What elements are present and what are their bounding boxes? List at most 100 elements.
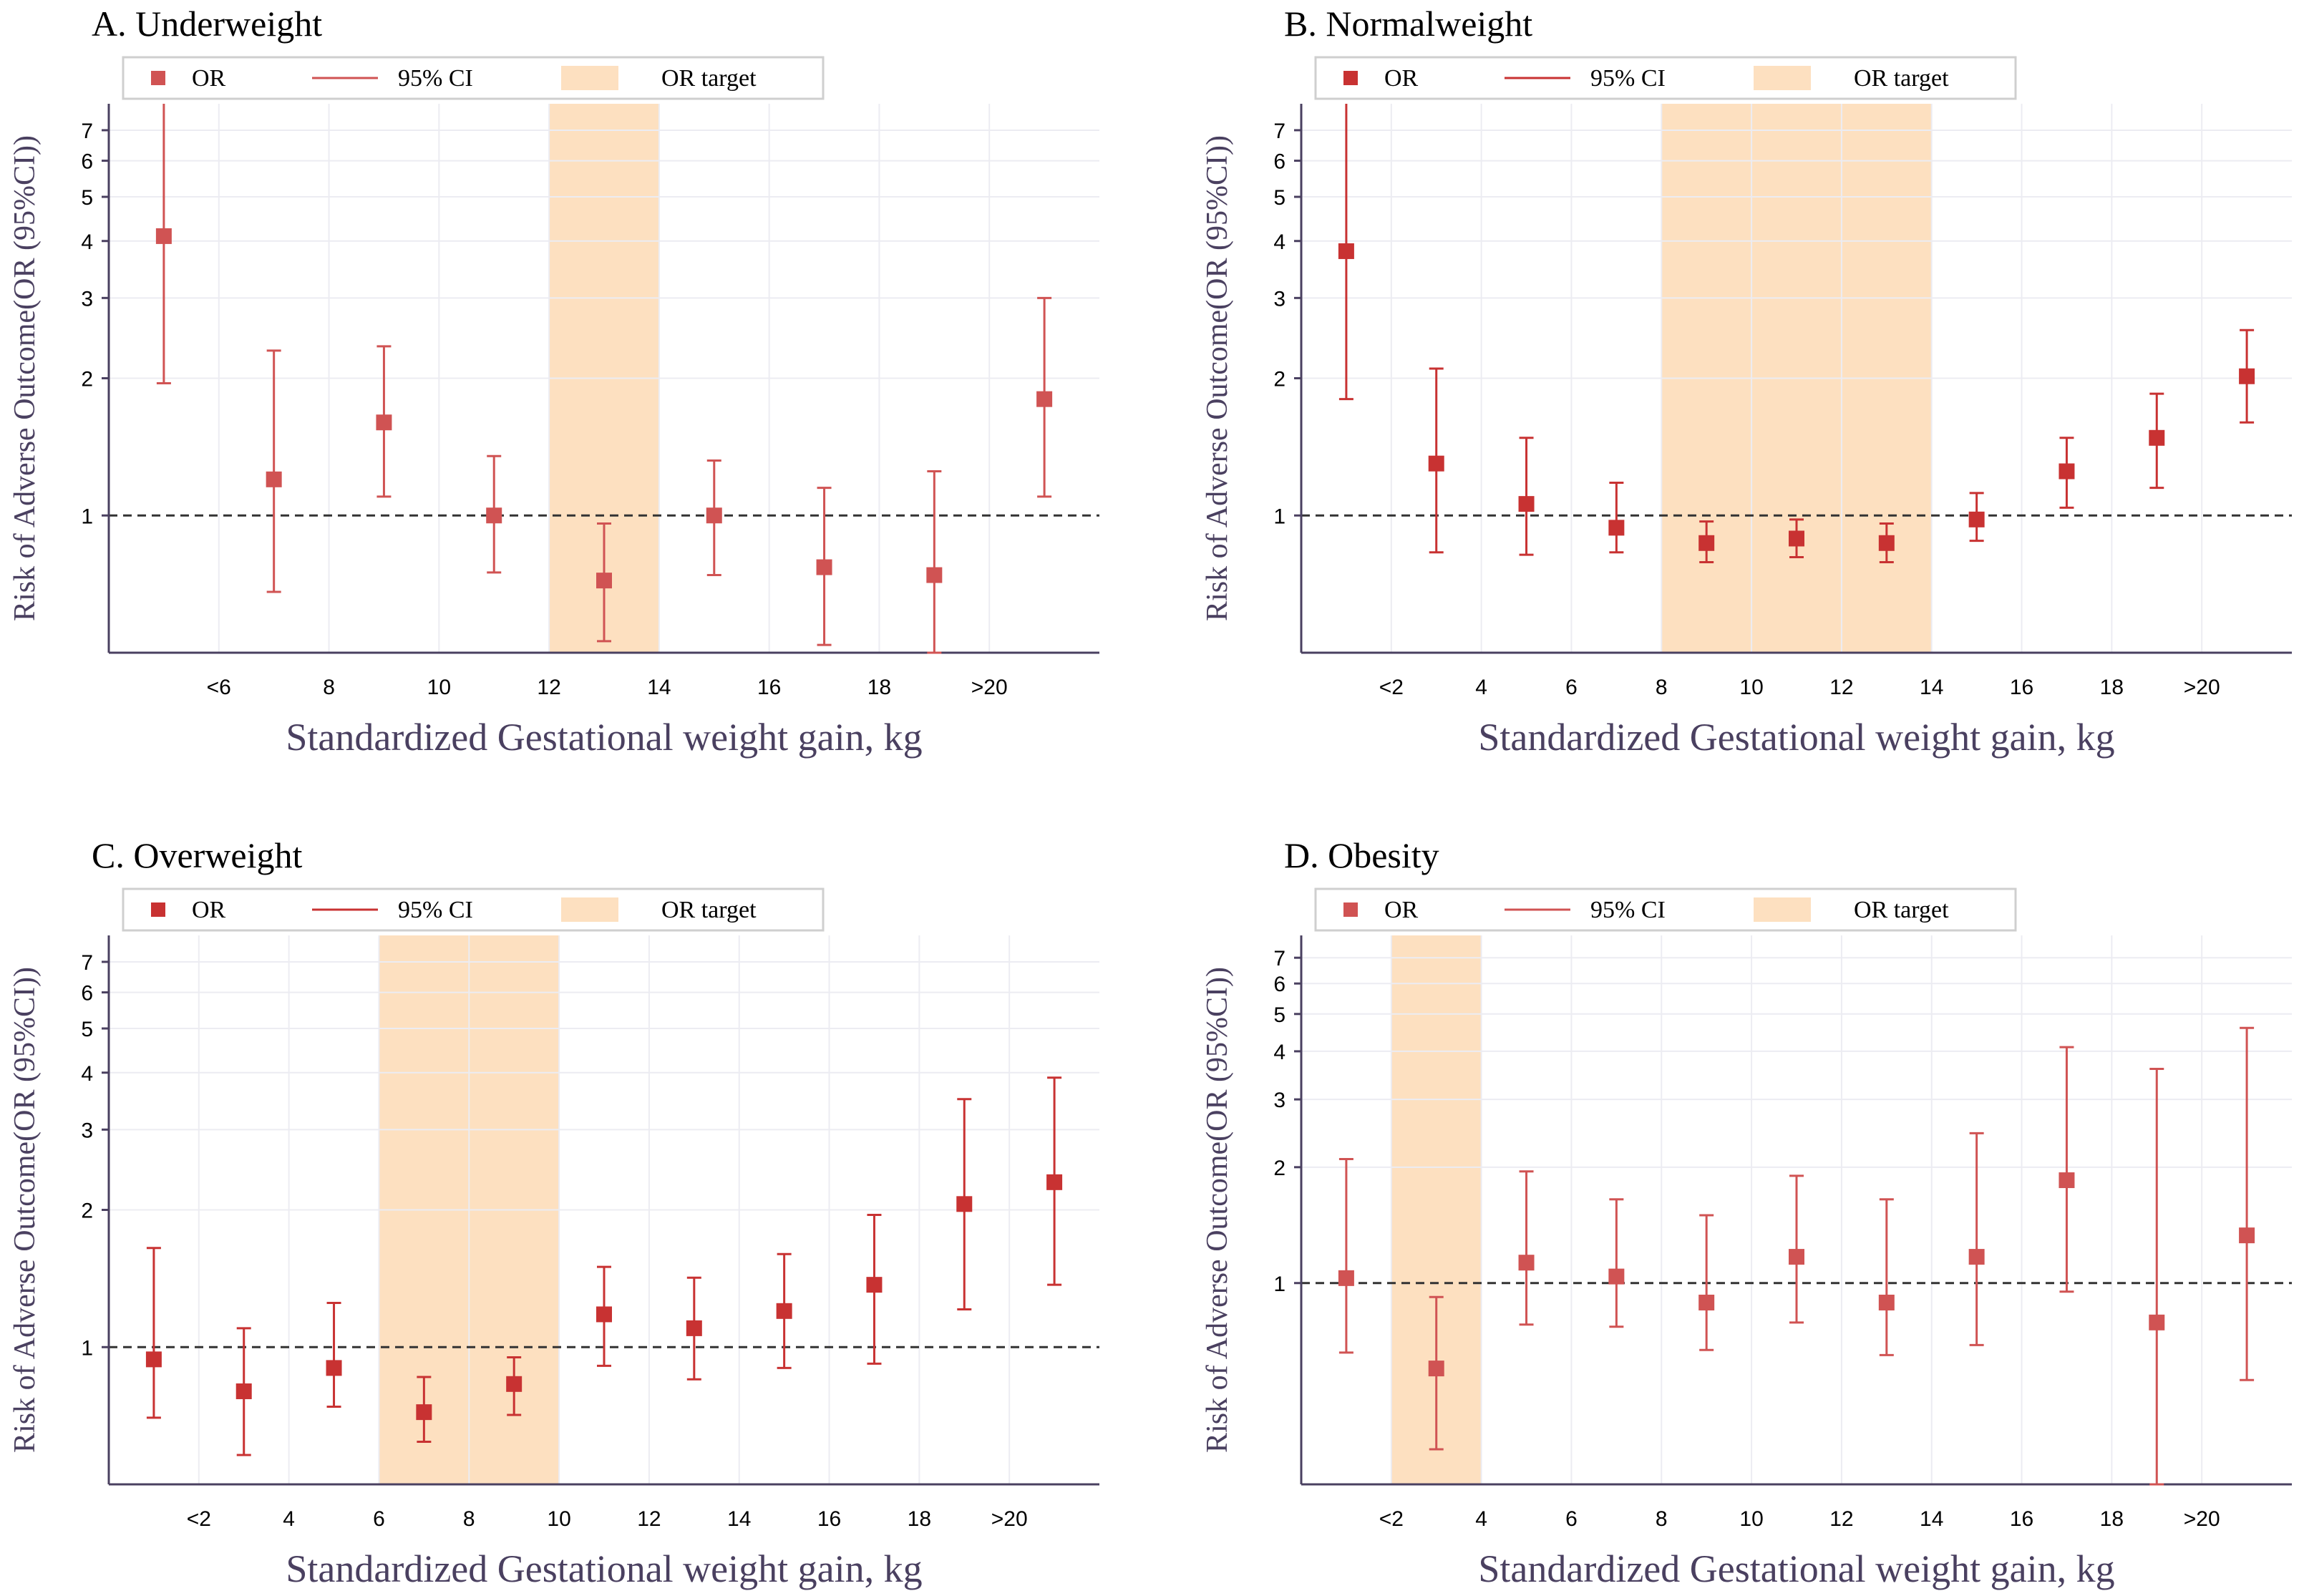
or-marker <box>2239 368 2255 384</box>
x-tick-label: 4 <box>1475 1507 1487 1531</box>
x-tick-label: 18 <box>2100 1507 2124 1531</box>
or-marker <box>1608 1268 1625 1285</box>
x-tick-label: 18 <box>908 1507 931 1531</box>
y-tick-label: 1 <box>81 1336 93 1360</box>
x-tick-label: >20 <box>991 1507 1028 1531</box>
legend-or-label: OR <box>1384 65 1419 92</box>
or-marker <box>1789 1249 1804 1265</box>
legend-target-swatch <box>561 897 618 922</box>
or-marker <box>1789 530 1804 547</box>
y-tick-label: 4 <box>1273 1041 1285 1064</box>
panel-title: A. Underweight <box>92 4 322 44</box>
x-tick-label: 14 <box>647 676 671 699</box>
legend-target-swatch <box>561 66 618 90</box>
legend-ci-label: 95% CI <box>1590 65 1666 92</box>
or-marker <box>1698 535 1715 551</box>
or-marker <box>1878 1294 1895 1310</box>
legend-ci-label: 95% CI <box>1590 897 1666 923</box>
or-marker <box>2059 1172 2075 1189</box>
or-marker <box>816 559 832 575</box>
legend-target-swatch <box>1754 66 1811 90</box>
y-tick-label: 4 <box>81 230 93 254</box>
or-marker <box>926 567 943 583</box>
x-tick-label: <2 <box>187 1507 211 1531</box>
x-tick-label: 10 <box>1739 676 1763 699</box>
x-tick-label: 18 <box>867 676 891 699</box>
or-marker <box>2149 429 2165 446</box>
or-marker <box>326 1360 342 1376</box>
legend: OR 95% CI OR target <box>122 887 825 932</box>
or-marker <box>1338 243 1354 259</box>
x-tick-label: >20 <box>2184 676 2220 699</box>
y-axis-title: Risk of Adverse Outcome(OR (95%CI)) <box>9 135 42 621</box>
y-tick-label: 5 <box>1273 186 1285 210</box>
or-marker <box>1968 511 1985 527</box>
x-tick-label: 12 <box>1829 1507 1853 1531</box>
or-marker <box>776 1303 792 1319</box>
x-tick-label: 10 <box>427 676 451 699</box>
y-tick-label: 3 <box>1273 1089 1285 1112</box>
legend-ci-label: 95% CI <box>398 65 473 92</box>
legend-target-swatch <box>1754 897 1811 922</box>
panel-title: C. Overweight <box>92 835 302 875</box>
or-marker <box>486 507 502 524</box>
y-tick-label: 6 <box>1273 973 1285 996</box>
y-tick-label: 2 <box>1273 1157 1285 1180</box>
legend-or-swatch <box>1343 902 1358 917</box>
or-marker <box>1608 520 1625 536</box>
y-tick-label: 7 <box>81 951 93 975</box>
legend-or-label: OR <box>192 897 226 923</box>
legend-target-label: OR target <box>661 65 757 92</box>
or-marker <box>2149 1314 2165 1330</box>
y-axis-title: Risk of Adverse Outcome(OR (95%CI)) <box>1201 135 1234 621</box>
x-tick-label: 12 <box>537 676 560 699</box>
x-tick-label: <2 <box>1379 676 1404 699</box>
x-tick-label: <6 <box>207 676 231 699</box>
y-tick-label: 7 <box>81 120 93 143</box>
y-tick-label: 2 <box>81 368 93 391</box>
x-tick-label: 16 <box>817 1507 841 1531</box>
legend: OR 95% CI OR target <box>122 56 825 100</box>
or-marker <box>596 573 612 589</box>
x-tick-label: 10 <box>1739 1507 1763 1531</box>
y-tick-label: 7 <box>1273 120 1285 143</box>
y-tick-label: 2 <box>1273 368 1285 391</box>
or-marker <box>266 471 282 487</box>
y-tick-label: 5 <box>1273 1003 1285 1027</box>
legend-or-swatch <box>151 902 165 917</box>
or-marker <box>155 228 172 244</box>
x-tick-label: 16 <box>2010 676 2033 699</box>
or-marker <box>506 1376 522 1392</box>
x-tick-label: 12 <box>637 1507 661 1531</box>
y-tick-label: 7 <box>1273 947 1285 970</box>
y-tick-label: 5 <box>81 186 93 210</box>
y-tick-label: 1 <box>1273 505 1285 528</box>
y-tick-label: 6 <box>81 982 93 1006</box>
x-tick-label: >20 <box>2184 1507 2220 1531</box>
x-tick-label: 14 <box>727 1507 751 1531</box>
or-marker <box>706 507 722 524</box>
y-tick-label: 1 <box>81 505 93 528</box>
x-tick-label: 4 <box>1475 676 1487 699</box>
or-marker <box>686 1320 702 1336</box>
panel-title: B. Normalweight <box>1284 4 1532 44</box>
or-marker <box>1046 1174 1063 1190</box>
x-tick-label: 14 <box>1920 1507 1943 1531</box>
or-marker <box>235 1383 252 1399</box>
y-tick-label: 3 <box>81 287 93 311</box>
x-tick-label: 8 <box>463 1507 475 1531</box>
y-tick-label: 4 <box>1273 230 1285 254</box>
x-tick-label: 6 <box>1565 676 1578 699</box>
x-tick-label: 16 <box>757 676 781 699</box>
x-tick-label: 16 <box>2010 1507 2033 1531</box>
x-tick-label: <2 <box>1379 1507 1404 1531</box>
or-marker <box>1968 1249 1985 1265</box>
or-marker <box>956 1196 973 1212</box>
or-marker <box>2059 463 2075 480</box>
or-marker <box>1518 1255 1535 1271</box>
x-tick-label: 8 <box>1656 1507 1668 1531</box>
